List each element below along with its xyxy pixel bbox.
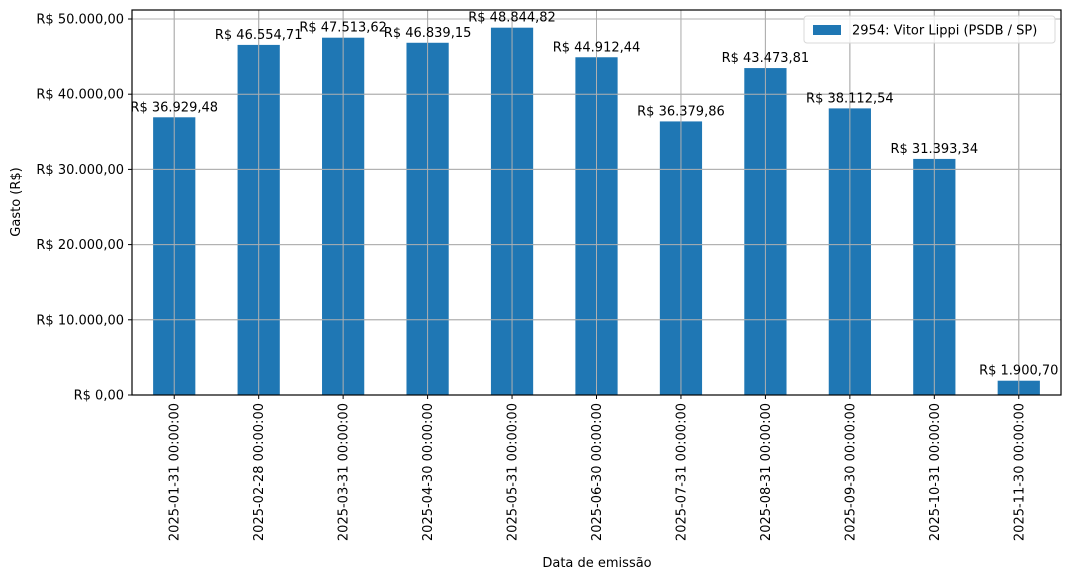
x-axis: 2025-01-31 00:00:00 2025-02-28 00:00:00 20… bbox=[168, 395, 1027, 541]
bar-value-label: R$ 38.112,54 bbox=[806, 91, 894, 106]
x-tick-label: 2025-05-31 00:00:00 bbox=[506, 403, 521, 541]
x-tick-label: 2025-09-30 00:00:00 bbox=[843, 403, 858, 541]
y-tick-label: R$ 20.000,00 bbox=[36, 238, 124, 253]
bar-value-label: R$ 44.912,44 bbox=[553, 40, 641, 55]
legend: 2954: Vitor Lippi (PSDB / SP) bbox=[803, 15, 1056, 44]
y-axis: R$ 0,00 R$ 10.000,00 R$ 20.000,00 R$ 30.000… bbox=[36, 13, 132, 404]
x-tick-label: 2025-02-28 00:00:00 bbox=[252, 403, 267, 541]
x-axis-label: Data de emissão bbox=[542, 556, 651, 571]
y-tick-label: R$ 40.000,00 bbox=[36, 88, 124, 103]
x-tick-label: 2025-01-31 00:00:00 bbox=[168, 403, 183, 541]
y-tick-label: R$ 0,00 bbox=[74, 389, 124, 404]
bar-value-label: R$ 36.379,86 bbox=[637, 104, 725, 119]
bar-value-label: R$ 46.839,15 bbox=[384, 26, 472, 41]
y-axis-label: Gasto (R$) bbox=[9, 167, 24, 236]
bar-value-label: R$ 48.844,82 bbox=[468, 11, 556, 26]
y-tick-label: R$ 30.000,00 bbox=[36, 163, 124, 178]
x-tick-label: 2025-11-30 00:00:00 bbox=[1012, 403, 1027, 541]
bar-value-label: R$ 1.900,70 bbox=[979, 364, 1058, 379]
bar-value-label: R$ 47.513,62 bbox=[299, 21, 387, 36]
legend-box bbox=[803, 15, 1056, 44]
legend-swatch bbox=[813, 25, 841, 35]
legend-label: 2954: Vitor Lippi (PSDB / SP) bbox=[852, 24, 1037, 39]
bar-value-label: R$ 31.393,34 bbox=[891, 142, 979, 157]
x-tick-label: 2025-04-30 00:00:00 bbox=[421, 403, 436, 541]
x-tick-label: 2025-10-31 00:00:00 bbox=[928, 403, 943, 541]
x-tick-label: 2025-07-31 00:00:00 bbox=[674, 403, 689, 541]
y-tick-label: R$ 50.000,00 bbox=[36, 13, 124, 28]
bar-value-label: R$ 46.554,71 bbox=[215, 28, 303, 43]
bar-value-label: R$ 36.929,48 bbox=[130, 100, 218, 115]
x-tick-label: 2025-03-31 00:00:00 bbox=[337, 403, 352, 541]
y-tick-label: R$ 10.000,00 bbox=[36, 313, 124, 328]
bar-value-labels: R$ 36.929,48R$ 46.554,71R$ 47.513,62R$ 4… bbox=[130, 11, 1058, 379]
bar-value-label: R$ 43.473,81 bbox=[722, 51, 810, 66]
x-tick-label: 2025-08-31 00:00:00 bbox=[759, 403, 774, 541]
x-tick-label: 2025-06-30 00:00:00 bbox=[590, 403, 605, 541]
